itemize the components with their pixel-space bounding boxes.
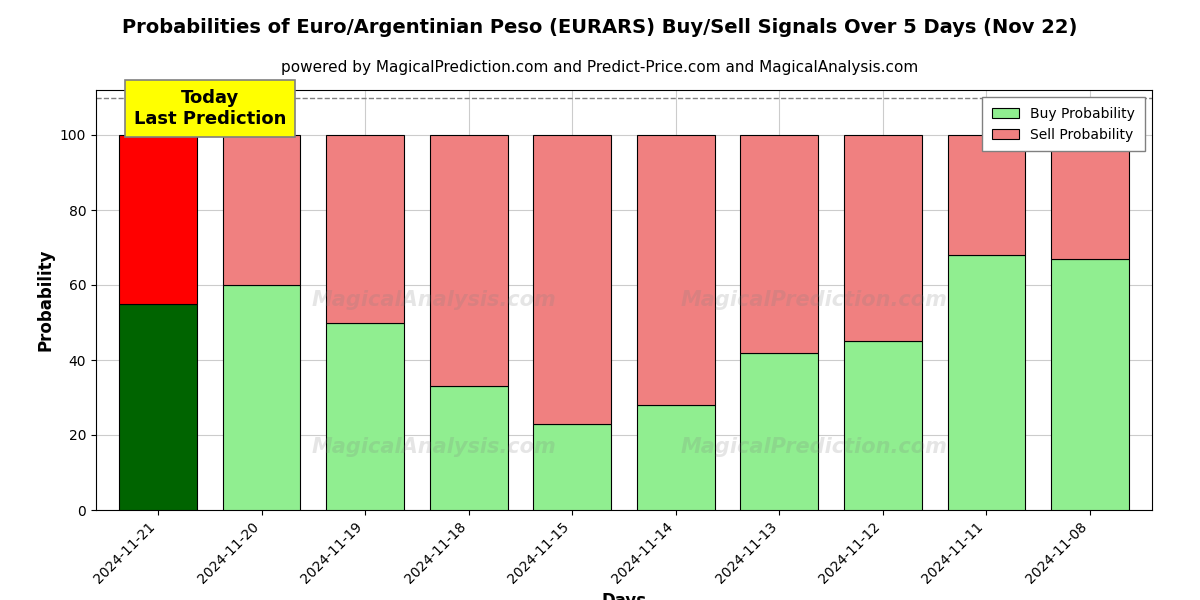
Bar	[637, 405, 714, 510]
Bar	[740, 352, 818, 510]
Bar	[534, 135, 611, 424]
Text: Probabilities of Euro/Argentinian Peso (EURARS) Buy/Sell Signals Over 5 Days (No: Probabilities of Euro/Argentinian Peso (…	[122, 18, 1078, 37]
Bar	[430, 135, 508, 386]
Bar	[844, 341, 922, 510]
Bar	[1051, 259, 1129, 510]
Bar	[223, 285, 300, 510]
Bar	[326, 323, 404, 510]
Bar	[740, 135, 818, 352]
Bar	[637, 135, 714, 405]
Text: powered by MagicalPrediction.com and Predict-Price.com and MagicalAnalysis.com: powered by MagicalPrediction.com and Pre…	[281, 60, 919, 75]
Bar	[534, 424, 611, 510]
Text: MagicalAnalysis.com: MagicalAnalysis.com	[312, 437, 557, 457]
Text: MagicalPrediction.com: MagicalPrediction.com	[680, 437, 948, 457]
Text: Today
Last Prediction: Today Last Prediction	[133, 89, 286, 128]
Y-axis label: Probability: Probability	[36, 249, 54, 351]
Bar	[1051, 135, 1129, 259]
Text: MagicalAnalysis.com: MagicalAnalysis.com	[312, 290, 557, 310]
Bar	[119, 135, 197, 304]
Text: MagicalPrediction.com: MagicalPrediction.com	[680, 290, 948, 310]
Bar	[948, 135, 1025, 255]
Bar	[326, 135, 404, 323]
Bar	[948, 255, 1025, 510]
Bar	[430, 386, 508, 510]
Legend: Buy Probability, Sell Probability: Buy Probability, Sell Probability	[982, 97, 1145, 151]
X-axis label: Days: Days	[601, 592, 647, 600]
Bar	[223, 135, 300, 285]
Bar	[119, 304, 197, 510]
Bar	[844, 135, 922, 341]
